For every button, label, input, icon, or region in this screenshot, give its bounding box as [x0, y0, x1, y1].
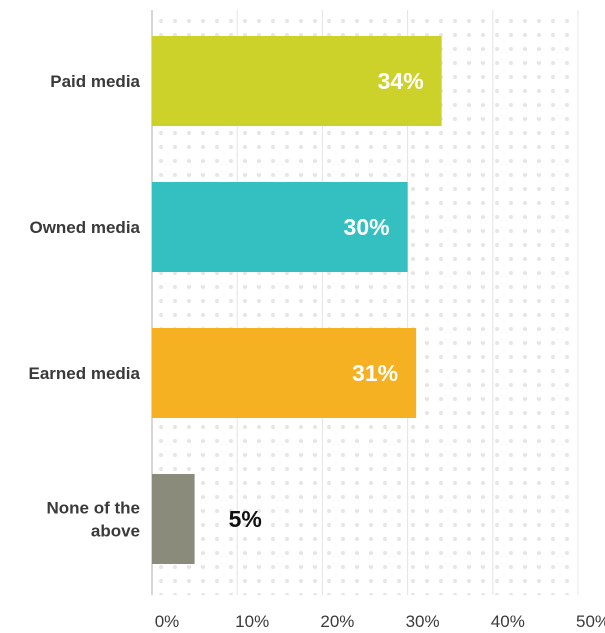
- category-label: Earned media: [29, 364, 141, 383]
- category-label: Owned media: [29, 218, 140, 237]
- x-axis-tick-labels: 0% 10% 20% 30% 40% 50%: [155, 612, 605, 631]
- bar-value-label: 5%: [229, 506, 262, 532]
- category-label: Paid media: [50, 72, 140, 91]
- x-tick-label: 40%: [491, 612, 525, 631]
- bar: [152, 182, 408, 272]
- category-label: None of the above: [47, 499, 141, 541]
- bars: 34% 30% 31% 5%: [152, 36, 442, 564]
- x-tick-label: 10%: [235, 612, 269, 631]
- x-tick-label: 20%: [320, 612, 354, 631]
- x-tick-label: 30%: [406, 612, 440, 631]
- category-labels: Paid media Owned media Earned media None of…: [29, 72, 141, 541]
- bar: [152, 474, 195, 564]
- x-tick-label: 50%: [576, 612, 605, 631]
- bar-value-label: 30%: [344, 214, 390, 240]
- bar: [152, 328, 417, 418]
- bar: [152, 36, 442, 126]
- x-tick-label: 0%: [155, 612, 180, 631]
- bar-value-label: 34%: [378, 68, 424, 94]
- bar-value-label: 31%: [352, 360, 398, 386]
